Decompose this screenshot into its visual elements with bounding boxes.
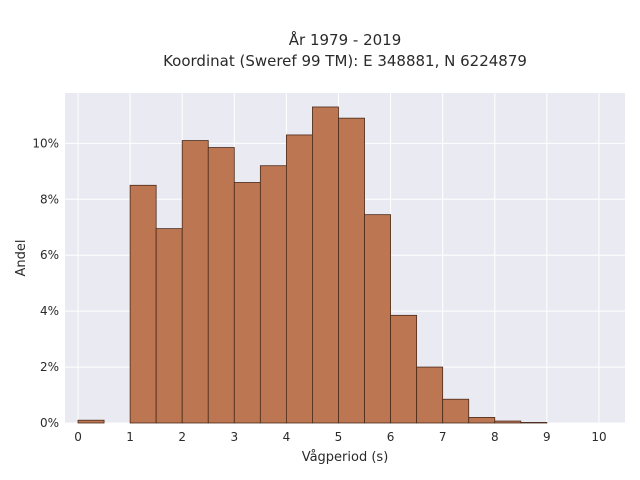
histogram-bar: [468, 417, 496, 424]
chart-title: År 1979 - 2019: [289, 30, 402, 49]
histogram-bars: [77, 106, 548, 424]
histogram-bar: [259, 165, 287, 424]
x-axis-label: Vågperiod (s): [302, 450, 389, 465]
y-tick-label: 4%: [40, 304, 59, 318]
x-tick-label: 0: [74, 430, 82, 444]
y-tick-label: 0%: [40, 416, 59, 430]
x-tick-label: 3: [230, 430, 238, 444]
y-tick-label: 8%: [40, 192, 59, 206]
x-tick-label: 8: [491, 430, 499, 444]
x-tick-label: 4: [283, 430, 291, 444]
chart-subtitle: Koordinat (Sweref 99 TM): E 348881, N 62…: [163, 52, 527, 70]
y-tick-labels: 0% 2% 4% 6% 8% 10%: [32, 136, 59, 430]
x-tick-labels: 0 1 2 3 4 5 6 7 8 9 10: [74, 430, 606, 444]
x-tick-label: 6: [387, 430, 395, 444]
histogram-bar: [364, 214, 391, 424]
y-tick-label: 6%: [40, 248, 59, 262]
histogram-bar: [77, 419, 105, 424]
histogram-bar: [181, 140, 209, 424]
x-tick-label: 1: [126, 430, 134, 444]
x-tick-label: 10: [591, 430, 606, 444]
y-tick-label: 10%: [32, 136, 59, 150]
histogram-bar: [285, 134, 313, 424]
histogram-bar: [129, 184, 157, 424]
x-tick-label: 5: [335, 430, 343, 444]
histogram-bar: [155, 228, 183, 424]
histogram-bar: [390, 314, 418, 424]
x-tick-label: 2: [178, 430, 186, 444]
histogram-bar: [494, 420, 522, 424]
histogram-bar: [207, 147, 235, 424]
histogram-bar: [338, 117, 365, 424]
histogram-bar: [233, 182, 261, 424]
histogram-bar: [312, 106, 339, 424]
y-tick-label: 2%: [40, 360, 59, 374]
y-axis-label: Andel: [14, 240, 29, 277]
histogram-bar: [442, 398, 470, 424]
x-tick-label: 9: [543, 430, 551, 444]
histogram-bar: [520, 422, 548, 424]
histogram-bar: [416, 366, 444, 424]
x-tick-label: 7: [439, 430, 447, 444]
